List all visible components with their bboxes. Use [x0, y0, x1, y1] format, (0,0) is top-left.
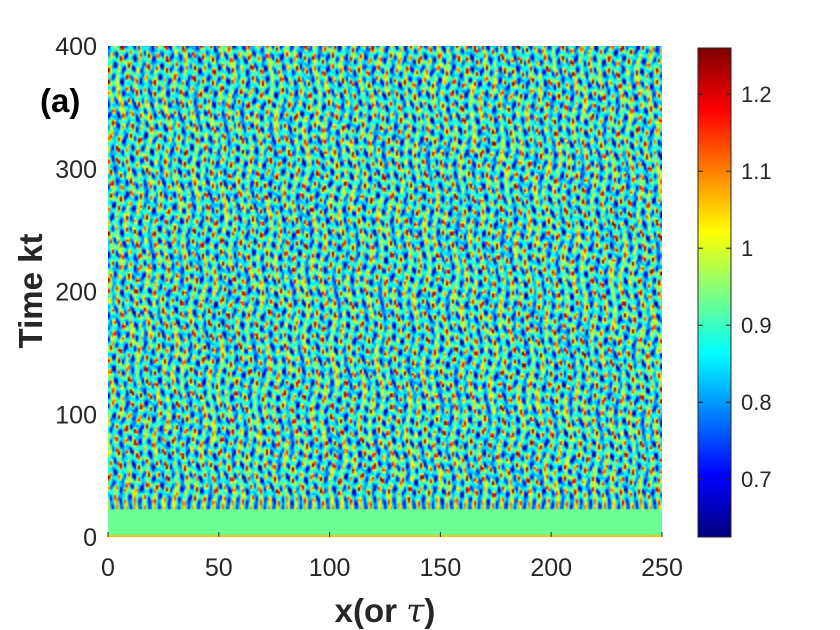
y-tick-label: 300: [55, 156, 97, 184]
heatmap-field: [108, 46, 662, 537]
x-tick-label: 200: [530, 554, 572, 582]
y-tick-label: 0: [83, 524, 97, 552]
colorbar-tick-label: 1.1: [741, 159, 772, 184]
panel-label: (a): [40, 82, 80, 119]
y-axis: 0 100 200 300 400: [55, 33, 97, 552]
x-axis: 0 50 100 150 200 250: [101, 532, 683, 582]
y-axis-title: Time kt: [12, 234, 49, 349]
x-axis-title-symbol: τ: [406, 591, 425, 630]
colorbar-tick-label: 1: [741, 236, 753, 261]
x-axis-title: x(or τ): [335, 591, 436, 630]
x-tick-label: 0: [101, 554, 115, 582]
colorbar-tick-label: 0.9: [741, 313, 772, 338]
colorbar-gradient: [698, 48, 731, 537]
colorbar-tick-label: 0.7: [741, 467, 772, 492]
colorbar-tick-label: 1.2: [741, 82, 772, 107]
colorbar-tick-label: 0.8: [741, 390, 772, 415]
heatmap-plot: [108, 46, 662, 537]
x-tick-label: 100: [309, 554, 351, 582]
y-tick-label: 200: [55, 279, 97, 307]
colorbar-ticks: 0.7 0.8 0.9 1 1.1 1.2: [698, 82, 772, 492]
x-axis-title-close: ): [424, 592, 435, 629]
x-tick-label: 50: [205, 554, 233, 582]
colorbar-frame: [697, 47, 732, 538]
x-axis-title-main: x(or: [335, 592, 407, 629]
x-tick-label: 250: [641, 554, 683, 582]
colorbar: 0.7 0.8 0.9 1 1.1 1.2: [697, 47, 772, 538]
y-tick-label: 400: [55, 33, 97, 61]
y-tick-label: 100: [55, 401, 97, 429]
x-tick-label: 150: [420, 554, 462, 582]
